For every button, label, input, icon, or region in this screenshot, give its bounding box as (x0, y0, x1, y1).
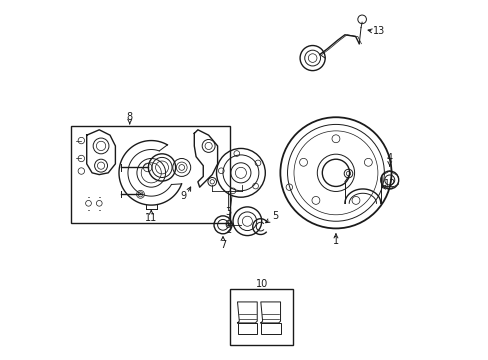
Text: 12: 12 (384, 179, 396, 189)
Text: 1: 1 (332, 236, 338, 246)
Text: 7: 7 (220, 239, 225, 249)
Bar (70, 126, 230, 223)
Text: 3: 3 (225, 207, 231, 217)
Bar (260, 323, 280, 334)
Text: 5: 5 (271, 211, 278, 221)
Text: 9: 9 (180, 191, 186, 201)
Text: 8: 8 (126, 112, 133, 122)
Text: 10: 10 (255, 279, 267, 289)
Text: 6: 6 (224, 220, 230, 230)
Bar (230, 289, 292, 345)
Text: 11: 11 (145, 213, 157, 222)
Bar (237, 323, 257, 334)
Text: 2: 2 (225, 225, 231, 235)
Text: 13: 13 (372, 26, 385, 36)
Text: 4: 4 (386, 153, 392, 163)
